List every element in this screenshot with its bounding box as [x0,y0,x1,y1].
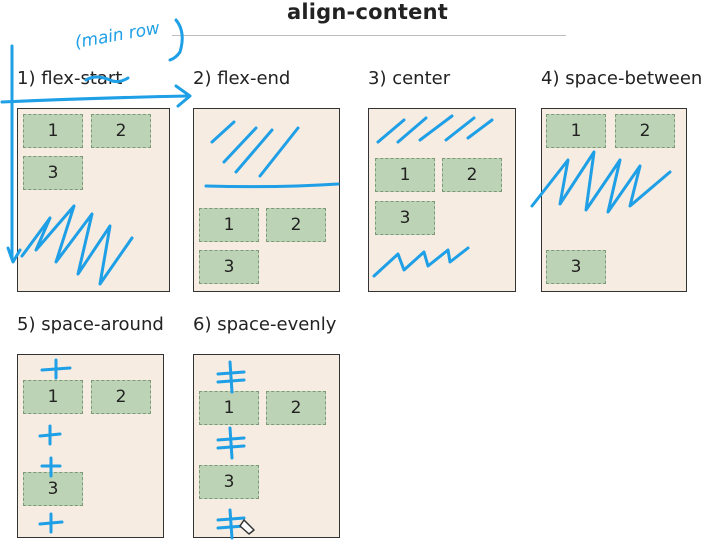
title-divider [172,35,566,36]
panel-center: 1 2 3 [368,108,516,292]
flex-item: 2 [91,114,151,148]
flex-item: 2 [91,380,151,414]
flex-item: 3 [23,156,83,190]
page-title: align-content [287,0,448,24]
panel-space-evenly: 1 2 3 [193,354,340,538]
flex-item: 3 [199,250,259,284]
flex-item: 1 [23,114,83,148]
flex-item: 1 [546,114,606,148]
flex-item: 2 [266,208,326,242]
flex-item: 2 [266,391,326,425]
panel-space-around: 1 2 3 [17,354,164,538]
flex-item: 1 [199,391,259,425]
ink-row-arrow [0,94,190,104]
handwritten-note: (main row [73,18,161,53]
panel-space-between: 1 2 3 [541,108,687,292]
flex-item: 2 [442,158,502,192]
flex-item: 1 [199,208,259,242]
panel-label-flex-start: 1) flex-start [17,68,123,89]
flex-item: 1 [375,158,435,192]
panel-flex-end: 1 2 3 [193,108,340,292]
panel-label-space-between: 4) space-between [541,68,703,89]
panel-label-flex-end: 2) flex-end [193,68,291,89]
panel-flex-start: 1 2 3 [17,108,170,292]
panel-label-center: 3) center [368,68,451,89]
flex-item: 2 [615,114,675,148]
flex-item: 3 [546,250,606,284]
panel-label-space-around: 5) space-around [17,314,164,335]
panel-label-space-evenly: 6) space-evenly [193,314,337,335]
ink-right-arrowhead [174,84,192,108]
flex-item: 1 [23,380,83,414]
ink-paren [168,18,184,62]
flex-item: 3 [375,201,435,235]
flex-item: 3 [23,472,83,506]
flex-item: 3 [199,465,259,499]
